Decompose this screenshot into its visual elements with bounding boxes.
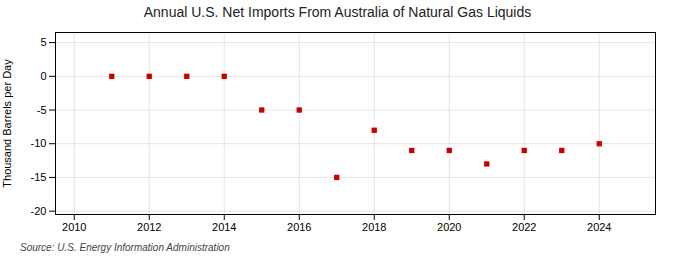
svg-text:0: 0 xyxy=(40,70,46,82)
svg-text:2024: 2024 xyxy=(587,221,611,233)
svg-text:2018: 2018 xyxy=(362,221,386,233)
svg-text:2014: 2014 xyxy=(212,221,236,233)
svg-text:-5: -5 xyxy=(37,104,47,116)
svg-text:-10: -10 xyxy=(31,137,47,149)
svg-text:2012: 2012 xyxy=(137,221,161,233)
svg-text:2010: 2010 xyxy=(62,221,86,233)
svg-text:-15: -15 xyxy=(31,171,47,183)
svg-text:-20: -20 xyxy=(31,205,47,217)
html-text:Annual U.S. Net Imports From A: Annual U.S. Net Imports From Australia o… xyxy=(143,4,532,20)
html-text:Source: U.S. Energy Informatio: Source: U.S. Energy Information Administ… xyxy=(20,242,230,253)
svg-text:5: 5 xyxy=(40,36,46,48)
svg-text:2016: 2016 xyxy=(287,221,311,233)
svg-text:Thousand Barrels per Day: Thousand Barrels per Day xyxy=(1,59,13,188)
svg-text:2022: 2022 xyxy=(512,221,536,233)
svg-text:2020: 2020 xyxy=(437,221,461,233)
